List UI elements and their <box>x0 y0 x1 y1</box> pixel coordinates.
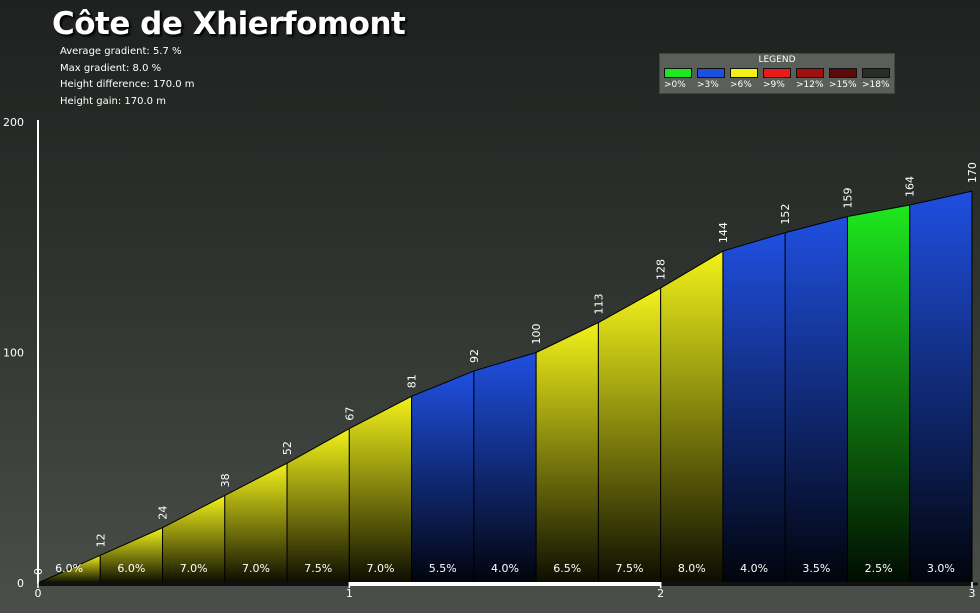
elevation-label: 67 <box>343 407 356 421</box>
segment-gradient-label: 3.5% <box>802 562 830 575</box>
elevation-label: 144 <box>717 222 730 243</box>
profile-segments <box>37 190 973 584</box>
elevation-label: 164 <box>904 176 917 197</box>
y-tick-label: 0 <box>17 577 24 590</box>
stat-height-gain: Height gain: 170.0 m <box>60 94 195 111</box>
elevation-label: 128 <box>655 259 668 280</box>
legend-label: >0% <box>664 80 686 90</box>
segment-gradient-label: 6.0% <box>55 562 83 575</box>
legend-swatch <box>763 68 791 78</box>
stat-value: 5.7 % <box>152 46 182 57</box>
elevation-label: 24 <box>157 506 170 520</box>
elevation-label: 113 <box>592 294 605 315</box>
legend-label: >15% <box>829 80 857 90</box>
x-tick-label: 0 <box>35 587 42 600</box>
segment-shade <box>411 370 474 583</box>
segment-shade <box>473 352 537 583</box>
legend-swatch <box>829 68 857 78</box>
segment-shade <box>598 287 661 583</box>
legend-item: >15% <box>829 68 859 90</box>
elevation-label: 152 <box>779 204 792 225</box>
segment-gradient-label: 7.0% <box>366 562 394 575</box>
legend-item: >6% <box>730 68 760 90</box>
legend-item: >9% <box>763 68 793 90</box>
elevation-label: 52 <box>281 441 294 455</box>
segment-shade <box>38 555 101 583</box>
stat-label: Max gradient: <box>60 62 130 74</box>
segment-gradient-label: 7.5% <box>616 562 644 575</box>
legend-label: >18% <box>862 80 890 90</box>
elevation-label: 100 <box>530 324 543 345</box>
legend-swatch <box>664 68 692 78</box>
y-tick-label: 100 <box>3 347 24 360</box>
elevation-label: 170 <box>966 162 979 183</box>
segment-gradient-label: 7.5% <box>304 562 332 575</box>
legend-swatch <box>730 68 758 78</box>
elevation-label: 159 <box>841 188 854 209</box>
stat-value: 170.0 m <box>153 79 195 90</box>
segment-gradient-label: 6.0% <box>117 562 145 575</box>
stat-label: Height difference: <box>60 79 150 90</box>
x-axis-scale-bar <box>38 582 350 586</box>
legend-title: LEGEND <box>758 55 796 65</box>
x-axis-scale-bar <box>660 582 972 586</box>
elevation-label: 92 <box>468 349 481 363</box>
segment-shade <box>785 216 848 583</box>
elevation-label: 81 <box>406 374 419 388</box>
segment-shade <box>162 495 225 583</box>
legend-label: >12% <box>796 80 824 90</box>
segment-shade <box>847 204 910 584</box>
elevation-label: 12 <box>94 533 107 547</box>
stat-value: 170.0 m <box>124 95 166 107</box>
segment-shade <box>722 232 786 583</box>
segment-gradient-label: 3.0% <box>927 562 955 575</box>
legend-swatch <box>862 68 890 78</box>
segment-gradient-label: 4.0% <box>740 562 768 575</box>
stats-panel: Average gradient: 5.7 % Max gradient: 8.… <box>60 44 195 110</box>
segment-gradient-label: 5.5% <box>429 562 457 575</box>
legend: LEGEND >0% >3% >6% >9% >12% >15% >18% <box>659 53 895 94</box>
segment-gradient-label: 7.0% <box>242 562 270 575</box>
segment-shade <box>100 527 163 583</box>
legend-item: >18% <box>862 68 892 90</box>
stat-label: Average gradient: <box>60 46 150 57</box>
legend-item: >0% <box>664 68 694 90</box>
segment-shade <box>909 191 972 583</box>
stat-label: Height gain: <box>60 95 122 107</box>
legend-item: >12% <box>796 68 826 90</box>
profile-labels: 6.0% 6.0% 7.0% 7.0% 7.5% 7.0% 5.5% 4.0% 6.5% 7.5%… <box>32 162 979 575</box>
segment-shade <box>660 251 723 583</box>
legend-label: >9% <box>763 80 785 90</box>
segment-gradient-label: 4.0% <box>491 562 519 575</box>
stat-value: 8.0 % <box>132 62 162 74</box>
x-tick-label: 2 <box>657 587 664 600</box>
elevation-label: 38 <box>219 473 232 487</box>
x-tick-label: 1 <box>346 587 353 600</box>
stat-max-gradient: Max gradient: 8.0 % <box>60 61 195 78</box>
legend-swatch <box>697 68 725 78</box>
x-tick-label: 3 <box>969 587 976 600</box>
stat-average-gradient: Average gradient: 5.7 % <box>60 44 195 61</box>
elevation-label: 0 <box>32 568 45 575</box>
segment-gradient-label: 6.5% <box>553 562 581 575</box>
segment-shade <box>536 322 599 583</box>
segment-gradient-label: 2.5% <box>865 562 893 575</box>
legend-label: >3% <box>697 80 719 90</box>
legend-item: >3% <box>697 68 727 90</box>
legend-swatch <box>796 68 824 78</box>
y-tick-label: 200 <box>3 116 24 129</box>
segment-shade <box>224 463 288 583</box>
stat-height-difference: Height difference: 170.0 m <box>60 77 195 94</box>
segment-shade <box>349 396 412 583</box>
segment-gradient-label: 7.0% <box>180 562 208 575</box>
segment-gradient-label: 8.0% <box>678 562 706 575</box>
x-axis-scale-bar <box>349 582 661 586</box>
chart-title: Côte de Xhierfomont <box>52 6 406 42</box>
segment-shade <box>287 428 350 583</box>
legend-label: >6% <box>730 80 752 90</box>
